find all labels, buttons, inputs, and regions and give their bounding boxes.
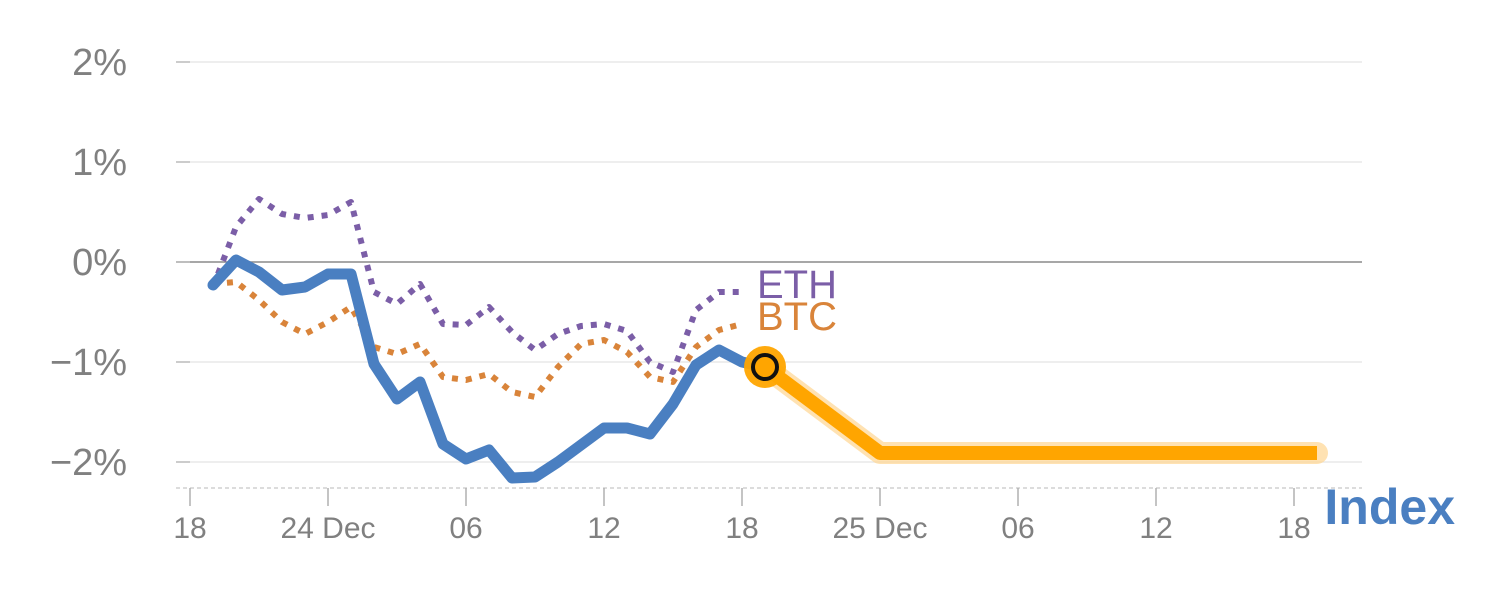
index-line: [207, 254, 771, 484]
x-tick-label: 25 Dec: [832, 512, 927, 545]
highlight-point: [751, 353, 779, 381]
btc-line: [212, 279, 743, 400]
series-lines: [207, 196, 786, 484]
gridlines: [176, 61, 1362, 463]
x-tick-label: 24 Dec: [280, 512, 375, 545]
y-axis: 2% 1% 0% −1% −2%: [50, 42, 190, 484]
projection-line: [760, 361, 1317, 460]
eth-label: ETH: [757, 263, 837, 307]
y-tick-label: 2%: [72, 42, 127, 84]
y-tick-label: 1%: [72, 142, 127, 184]
x-tick-label: 18: [725, 512, 758, 545]
x-tick-label: 12: [587, 512, 620, 545]
x-tick-label: 06: [449, 512, 482, 545]
x-tick-label: 06: [1001, 512, 1034, 545]
x-axis: 18 24 Dec 06 12 18 25 Dec 06 12 18: [173, 487, 1362, 545]
index-projection: [754, 356, 1328, 464]
x-tick-label: 18: [173, 512, 206, 545]
x-tick-label: 12: [1139, 512, 1172, 545]
projection-halo: [754, 356, 1328, 464]
y-tick-label: −1%: [50, 342, 127, 384]
x-tick-label: 18: [1277, 512, 1310, 545]
y-tick-label: −2%: [50, 442, 127, 484]
y-tick-label: 0%: [72, 242, 127, 284]
btc-label: BTC: [757, 295, 837, 339]
index-label: Index: [1324, 479, 1455, 535]
